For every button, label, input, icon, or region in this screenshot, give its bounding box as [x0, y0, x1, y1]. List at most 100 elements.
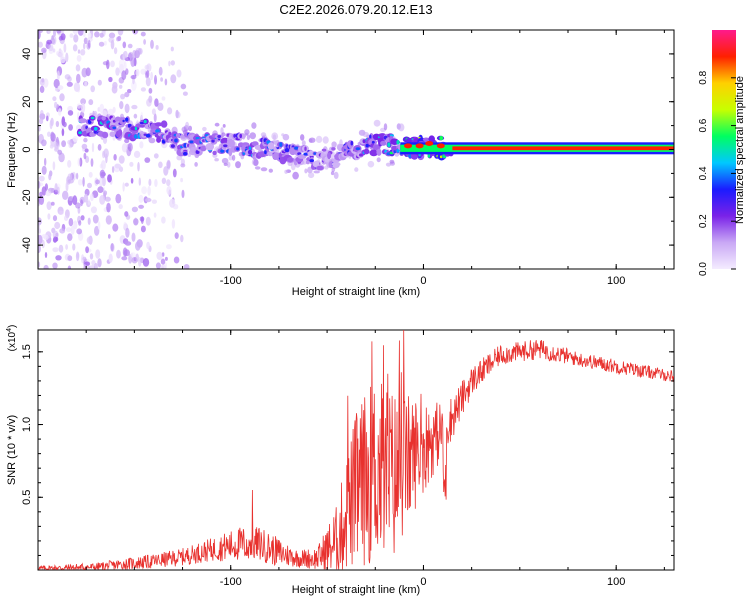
- spectrogram-cell: [156, 136, 162, 143]
- spectrogram-cell: [155, 45, 159, 50]
- spectrogram-cell: [166, 185, 172, 195]
- spectrogram-cell: [133, 113, 138, 119]
- spectrogram-cell: [153, 153, 159, 159]
- spectrogram-cell: [41, 165, 47, 175]
- spectrogram-cell: [50, 131, 55, 140]
- spectrogram-cell: [180, 163, 186, 168]
- spectrogram-cell: [59, 50, 64, 59]
- snr-xtick-label: 0: [420, 576, 426, 588]
- spectrogram-cell: [41, 139, 47, 147]
- spectrogram-cell: [80, 98, 86, 105]
- spectrogram-cell: [202, 126, 207, 132]
- spectrogram-cell: [67, 265, 72, 269]
- spectrogram-cell: [48, 173, 52, 181]
- spectrogram-cell: [145, 133, 151, 138]
- spectrogram-cell: [38, 228, 41, 234]
- spectrogram-cell: [146, 241, 151, 250]
- spectrogram-cell: [67, 76, 72, 82]
- spectrogram-cell: [94, 225, 100, 236]
- spectrogram-cell: [122, 182, 125, 192]
- spectrogram-cell: [117, 30, 124, 36]
- spectrogram-cell: [124, 138, 130, 144]
- spectrogram-cell: [170, 144, 175, 148]
- spectrogram-cell: [57, 149, 63, 155]
- spectrogram-cell: [99, 169, 106, 179]
- spectrogram-cell: [122, 41, 127, 49]
- spectrogram-cell: [116, 249, 121, 259]
- spectrogram-cell: [373, 119, 381, 127]
- spectrogram-cell: [130, 177, 134, 184]
- spectrogram-cell: [108, 253, 113, 263]
- spectrogram-cell: [303, 152, 308, 156]
- spectrogram-cell: [176, 69, 182, 78]
- spectrogram-cell: [158, 66, 163, 76]
- spectrogram-cell: [170, 46, 174, 52]
- spectrogram-cell: [67, 179, 74, 184]
- spectrogram-cell: [220, 149, 225, 153]
- spectrogram-cell: [174, 232, 179, 240]
- spectrogram-cell: [181, 189, 185, 199]
- spectrogram-cell: [439, 155, 443, 159]
- spectrogram-cell: [72, 44, 78, 52]
- spectrogram-cell: [248, 146, 252, 151]
- spectrogram-xlabel: Height of straight line (km): [292, 286, 420, 298]
- spectrogram-cell: [297, 154, 307, 159]
- spectrogram-cell: [180, 234, 184, 243]
- spectrogram-cell: [124, 91, 130, 98]
- spectrogram-cell: [81, 143, 88, 150]
- spectrogram-cell: [85, 246, 89, 254]
- spectrogram-cell: [246, 134, 250, 141]
- spectrogram-cell: [75, 202, 81, 209]
- spectrogram-cell: [38, 195, 45, 206]
- spectrogram-cell: [415, 143, 424, 149]
- spectrogram-cell: [253, 159, 259, 167]
- colorbar-tick-label: 0.6: [698, 118, 709, 132]
- spectrogram-cell: [168, 60, 171, 67]
- spectrogram-cell: [102, 150, 106, 159]
- spectrogram-cell: [82, 30, 86, 38]
- spectrogram-cell: [135, 68, 140, 77]
- spectrogram-cell: [78, 131, 83, 135]
- spectrogram-cell: [65, 181, 69, 192]
- spectrogram-cell: [39, 30, 43, 33]
- spectrogram-cell: [77, 179, 83, 186]
- spectrogram-cell: [133, 150, 141, 158]
- spectrogram-cell: [171, 219, 176, 229]
- spectrogram-cell: [371, 140, 375, 144]
- spectrogram-cell: [183, 143, 187, 148]
- spectrogram-cell: [76, 55, 82, 62]
- spectrogram-cell: [307, 166, 313, 174]
- spectrogram-cell: [164, 78, 168, 86]
- spectrogram-cell: [130, 57, 136, 68]
- spectrogram-cell: [110, 243, 114, 252]
- spectrogram-cell: [158, 161, 163, 169]
- spectrogram-cell: [54, 101, 58, 109]
- spectrogram-cell: [121, 70, 127, 81]
- spectrogram-cell: [90, 85, 95, 93]
- spectrogram-cell: [170, 74, 177, 84]
- spectrogram-cell: [331, 141, 337, 148]
- spectrogram-cell: [83, 264, 87, 269]
- spectrogram-cell: [90, 158, 94, 167]
- spectrogram-cell: [147, 185, 151, 196]
- spectrogram-cell: [281, 133, 285, 137]
- spectrogram-cell: [166, 244, 172, 250]
- spectrogram-cell: [146, 70, 150, 78]
- spectrogram-cell: [172, 204, 179, 210]
- spectrogram-cell: [75, 251, 80, 262]
- spectrogram-cell: [44, 157, 47, 166]
- spectrogram-cell: [131, 80, 137, 91]
- spectrogram-cell: [107, 174, 112, 183]
- spectrogram-cell: [73, 220, 78, 230]
- spectrogram-cell: [236, 147, 240, 151]
- spectrogram-cell: [38, 125, 41, 132]
- spectrogram-cell: [75, 172, 79, 180]
- spectrogram-cell: [160, 264, 164, 269]
- spectrogram-cell: [52, 48, 56, 53]
- spectrogram-cell: [78, 118, 88, 124]
- spectrogram-cell: [68, 124, 73, 131]
- snr-axes: -100 0 100 0.5 1.0 1.5: [21, 330, 674, 588]
- spectrogram-cell: [44, 183, 49, 191]
- spectrogram-cell: [385, 162, 392, 167]
- spectrogram-cell: [322, 136, 329, 144]
